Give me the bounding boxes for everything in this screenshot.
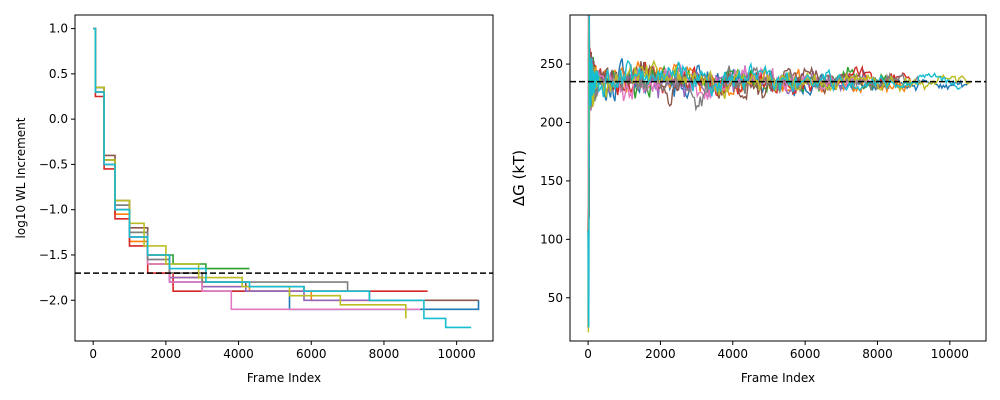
left-x-tick-label: 4000 bbox=[223, 347, 254, 361]
wl-increment-axes-frame bbox=[74, 14, 494, 342]
left-y-tick-label: −0.5 bbox=[39, 157, 68, 171]
wl-increment-series-line bbox=[93, 27, 472, 329]
wl-increment-x-ticks: 0 2000 4000 6000 8000 10000 bbox=[89, 341, 476, 361]
right-x-tick-label: 10000 bbox=[931, 347, 969, 361]
right-y-tick-label: 250 bbox=[540, 57, 563, 71]
delta-g-panel: 0 2000 4000 6000 8000 10000 50 100 150 200 250 Fr… bbox=[510, 14, 987, 385]
left-y-tick-label: −1.0 bbox=[39, 203, 68, 217]
delta-g-y-axis-label: ΔG (kT) bbox=[510, 150, 528, 206]
right-y-tick-label: 200 bbox=[540, 115, 563, 129]
wl-increment-series-line bbox=[93, 27, 428, 292]
right-x-tick-label: 2000 bbox=[645, 347, 676, 361]
right-x-tick-label: 4000 bbox=[718, 347, 749, 361]
left-y-tick-label: 0.5 bbox=[49, 67, 68, 81]
right-y-tick-label: 100 bbox=[540, 232, 563, 246]
left-x-tick-label: 2000 bbox=[151, 347, 182, 361]
right-y-tick-label: 150 bbox=[540, 174, 563, 188]
delta-g-axes-frame bbox=[569, 14, 987, 342]
wl-increment-series-group bbox=[93, 27, 480, 329]
left-y-tick-label: −2.0 bbox=[39, 293, 68, 307]
left-y-tick-label: 0.0 bbox=[49, 112, 68, 126]
right-x-tick-label: 8000 bbox=[862, 347, 893, 361]
delta-g-series-line bbox=[587, 15, 962, 328]
left-y-tick-label: −1.5 bbox=[39, 248, 68, 262]
delta-g-x-ticks: 0 2000 4000 6000 8000 10000 bbox=[584, 341, 969, 361]
right-x-tick-label: 6000 bbox=[790, 347, 821, 361]
left-y-tick-label: 1.0 bbox=[49, 22, 68, 36]
left-x-tick-label: 0 bbox=[89, 347, 97, 361]
wl-increment-y-axis-label: log10 WL Increment bbox=[14, 117, 28, 238]
right-x-tick-label: 0 bbox=[584, 347, 592, 361]
left-x-tick-label: 8000 bbox=[369, 347, 400, 361]
delta-g-y-ticks: 50 100 150 200 250 bbox=[540, 57, 570, 305]
wl-increment-x-axis-label: Frame Index bbox=[247, 371, 321, 385]
delta-g-series-group bbox=[587, 15, 972, 333]
delta-g-x-axis-label: Frame Index bbox=[741, 371, 815, 385]
wl-increment-panel: 0 2000 4000 6000 8000 10000 1.0 0.5 0.0 −0.5 −1.0… bbox=[14, 14, 494, 385]
left-x-tick-label: 10000 bbox=[438, 347, 476, 361]
wl-increment-y-ticks: 1.0 0.5 0.0 −0.5 −1.0 −1.5 −2.0 bbox=[39, 22, 75, 307]
left-x-tick-label: 6000 bbox=[296, 347, 327, 361]
right-y-tick-label: 50 bbox=[548, 291, 563, 305]
